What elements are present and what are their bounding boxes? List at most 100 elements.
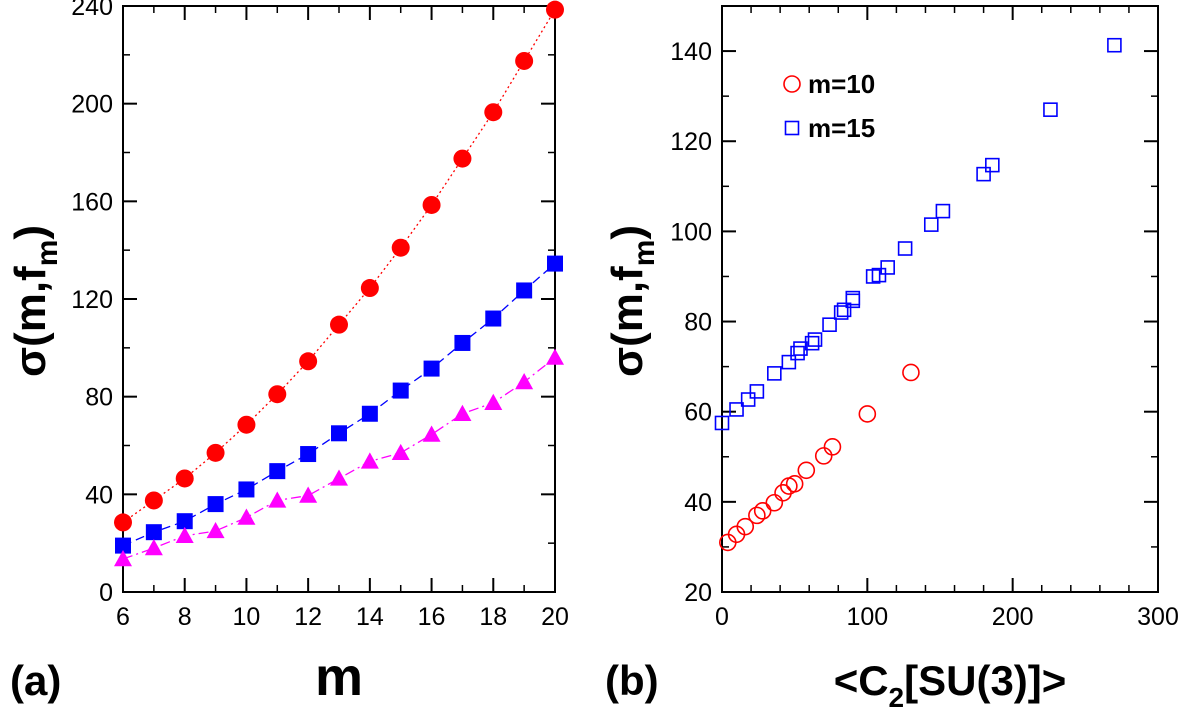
x-tick-label: 18	[479, 603, 507, 631]
data-point-triangle	[515, 373, 534, 390]
data-point-circle	[736, 517, 755, 536]
y-tick-label: 140	[670, 38, 712, 66]
data-point-square	[361, 405, 378, 422]
y-tick-label: 120	[71, 286, 113, 314]
panel-label: (b)	[605, 657, 659, 704]
y-tick-label: 100	[670, 218, 712, 246]
y-tick-label: 60	[684, 399, 712, 427]
data-point-circle	[484, 103, 503, 122]
data-point-square	[740, 392, 756, 407]
data-point-circle	[753, 502, 772, 520]
data-point-triangle	[484, 393, 503, 410]
data-point-circle	[360, 279, 379, 298]
data-point-circle	[814, 447, 833, 465]
series-line	[122, 9, 556, 523]
data-point-triangle	[391, 443, 410, 461]
panel-label: (a)	[10, 657, 61, 704]
y-axis-label-close: )	[6, 225, 55, 240]
x-tick-label: 10	[233, 603, 261, 631]
y-tick-label: 40	[85, 481, 113, 509]
data-point-square	[207, 496, 224, 513]
data-point-triangle	[206, 521, 225, 539]
legend-label: m=10	[808, 69, 875, 99]
data-point-circle	[114, 513, 132, 532]
x-tick-label: 100	[846, 603, 888, 631]
data-point-square	[516, 282, 533, 299]
data-point-square	[714, 415, 730, 431]
data-point-square	[729, 402, 744, 417]
data-point-triangle	[546, 348, 564, 365]
y-axis-label-subscript: m	[31, 240, 64, 267]
data-point-square	[145, 524, 162, 541]
data-point-triangle	[114, 550, 132, 567]
data-point-circle	[546, 0, 564, 19]
x-tick-label: 14	[356, 603, 384, 631]
data-point-square	[485, 310, 502, 327]
data-point-circle	[515, 51, 534, 70]
data-point-square	[880, 260, 895, 275]
data-point-triangle	[268, 491, 287, 508]
data-point-triangle	[453, 404, 472, 421]
data-point-square	[836, 302, 852, 318]
data-point-circle	[823, 438, 842, 456]
data-point-circle	[785, 475, 804, 493]
y-tick-label: 20	[684, 579, 712, 607]
data-point-square	[269, 463, 286, 480]
data-point-circle	[144, 491, 163, 510]
y-tick-label: 80	[684, 309, 712, 337]
data-point-square	[176, 513, 193, 530]
x-axis-label: m	[315, 647, 363, 707]
data-point-square	[392, 382, 409, 399]
data-point-square	[767, 366, 782, 381]
data-point-circle	[797, 461, 816, 480]
data-point-square	[985, 157, 1000, 173]
data-point-circle	[748, 506, 766, 525]
data-point-square	[807, 332, 823, 347]
y-tick-label: 80	[85, 384, 113, 412]
data-point-square	[871, 267, 887, 283]
data-point-square	[897, 241, 913, 256]
plot-frame	[721, 5, 1159, 593]
y-tick-label: 40	[684, 489, 712, 517]
data-point-triangle	[330, 469, 348, 486]
y-tick-label: 0	[99, 579, 113, 607]
legend-marker-square	[784, 120, 800, 136]
x-axis-label-subscript: 2	[889, 682, 905, 708]
x-axis-label-rest: [SU(3)]>	[904, 657, 1066, 704]
y-axis-label-subscript: m	[628, 240, 661, 267]
data-point-square	[423, 360, 440, 377]
x-tick-label: 6	[116, 603, 130, 631]
x-tick-label: 20	[541, 603, 569, 631]
data-point-circle	[330, 315, 348, 334]
data-point-square	[845, 290, 861, 306]
data-point-circle	[299, 352, 318, 371]
data-point-triangle	[360, 452, 379, 469]
data-point-triangle	[175, 526, 194, 544]
y-axis-label: σ(m,fm)	[6, 225, 64, 377]
y-tick-label: 240	[71, 0, 113, 21]
data-point-square	[923, 217, 939, 232]
data-point-square	[822, 317, 837, 332]
chart-panel-b: 0 100 200 300 20 40 60 80 100 120 140 m=10 m=15 (b) <C…	[603, 5, 1179, 708]
x-tick-label: 16	[418, 603, 446, 631]
y-axis-label-close: )	[603, 225, 652, 240]
data-point-square	[976, 166, 991, 182]
data-point-square	[238, 481, 255, 498]
y-axis-label-main: σ(m,f	[603, 266, 652, 377]
data-point-square	[300, 446, 317, 463]
data-point-square	[793, 341, 808, 356]
x-tick-label: 200	[992, 603, 1034, 631]
series-line	[122, 357, 556, 560]
x-tick-label: 0	[715, 603, 729, 631]
legend-label: m=15	[808, 113, 875, 143]
x-axis-label-main: <C	[834, 657, 889, 704]
data-point-square	[790, 345, 805, 361]
data-point-square	[804, 335, 820, 351]
data-point-triangle	[299, 486, 318, 503]
plot-frame	[122, 5, 556, 593]
data-point-circle	[774, 484, 792, 502]
data-point-circle	[453, 149, 472, 168]
x-tick-label: 12	[294, 603, 322, 631]
data-point-circle	[268, 385, 287, 404]
